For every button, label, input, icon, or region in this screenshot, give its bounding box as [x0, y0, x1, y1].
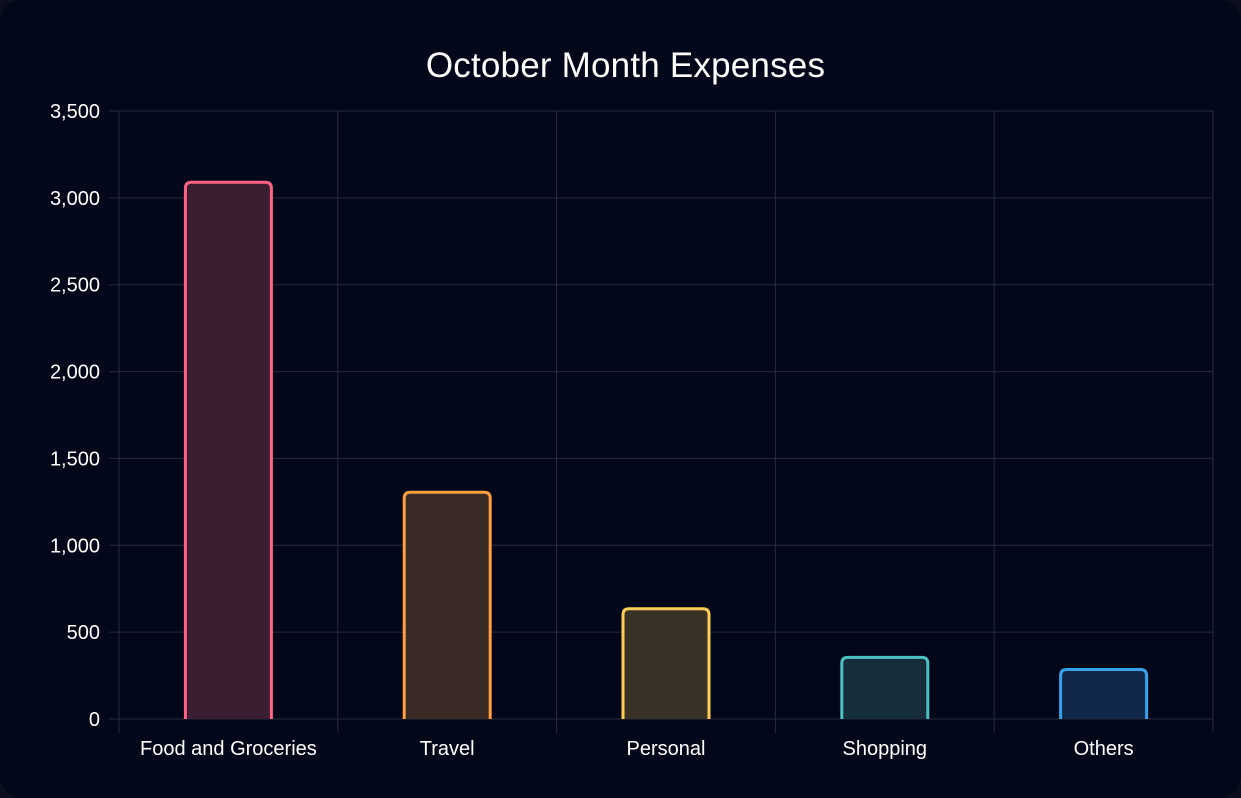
- y-tick-label: 3,500: [50, 101, 100, 123]
- bar-fill: [1060, 669, 1147, 719]
- x-tick-label: Travel: [420, 738, 475, 760]
- bar-fill: [623, 608, 709, 719]
- bar-shopping: [840, 655, 930, 719]
- bar-fill: [185, 182, 272, 720]
- x-tick-label: Others: [1074, 738, 1134, 760]
- bar-fill: [404, 492, 491, 719]
- bar-fill: [841, 657, 928, 719]
- x-tick-label: Shopping: [843, 738, 928, 760]
- bar-others: [1059, 667, 1149, 719]
- y-tick-label: 2,500: [50, 275, 100, 297]
- x-tick-label: Personal: [627, 738, 706, 760]
- bar-food-and-groceries: [183, 180, 273, 719]
- y-tick-label: 0: [89, 709, 100, 731]
- chart-title: October Month Expenses: [425, 46, 826, 85]
- bar-travel: [402, 490, 492, 719]
- y-tick-label: 1,500: [50, 448, 100, 470]
- y-tick-label: 500: [67, 622, 100, 644]
- y-tick-label: 3,000: [50, 188, 100, 210]
- bar-personal: [621, 607, 711, 719]
- y-tick-label: 1,000: [50, 535, 100, 557]
- y-tick-label: 2,000: [50, 362, 100, 384]
- x-tick-label: Food and Groceries: [140, 738, 317, 760]
